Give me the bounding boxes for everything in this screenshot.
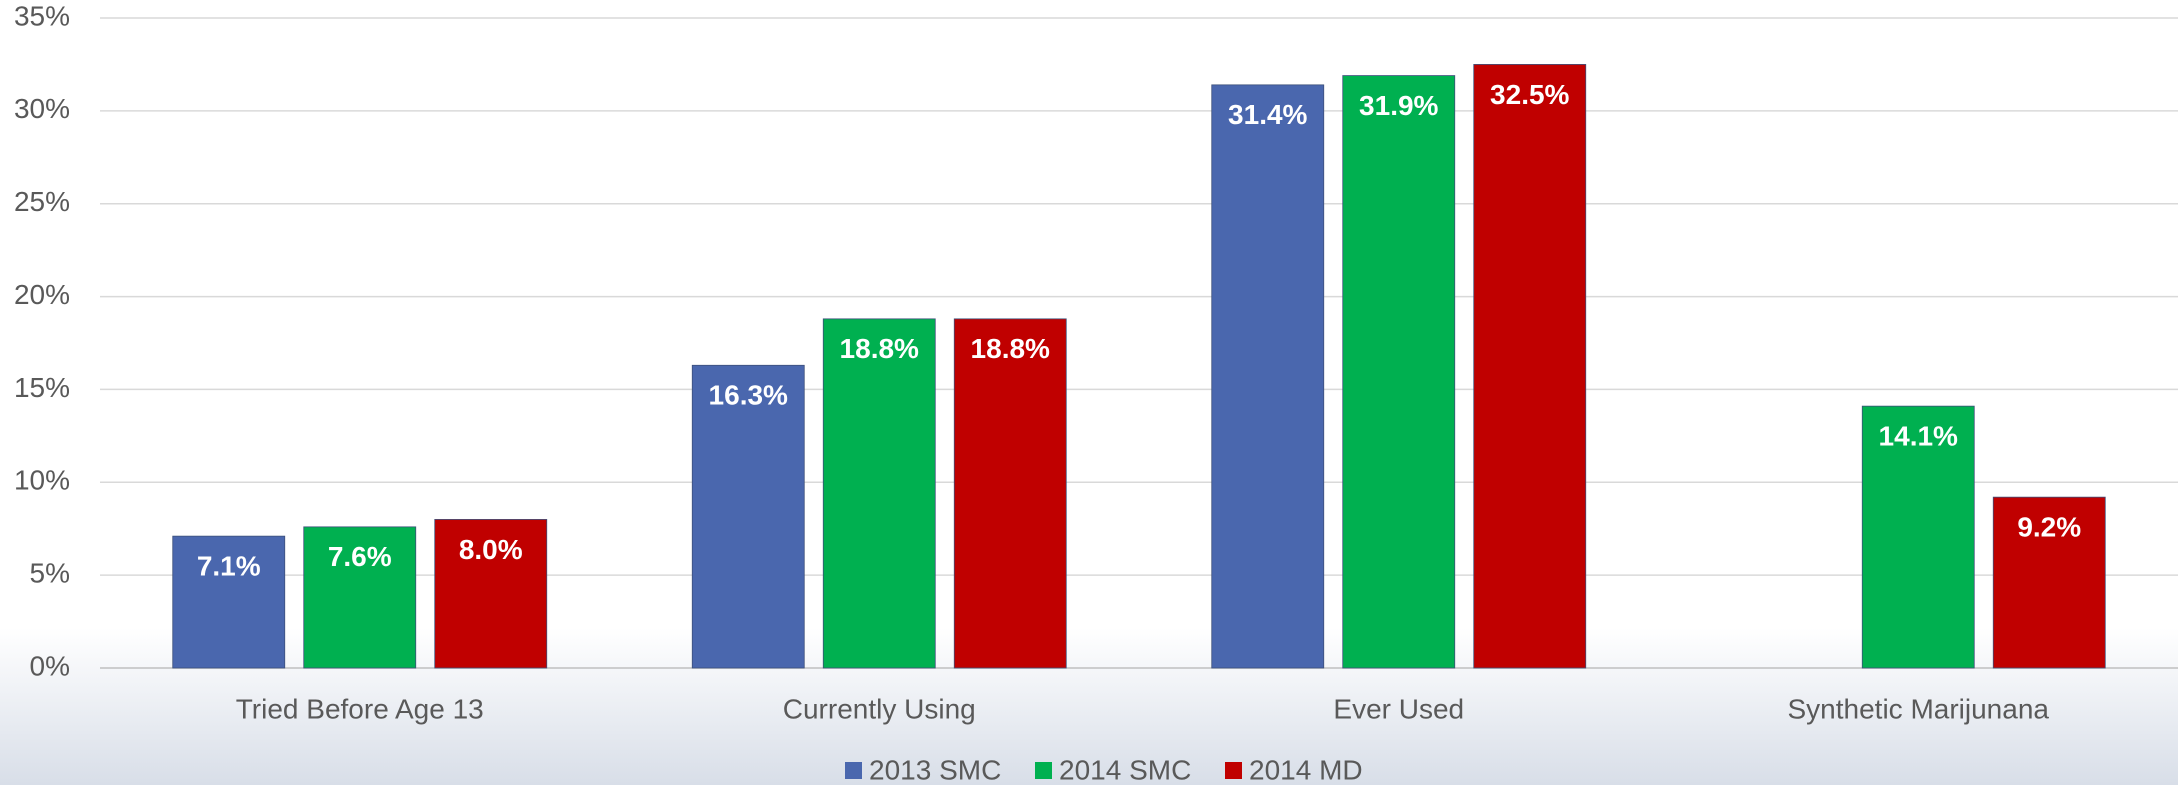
- data-label: 7.6%: [328, 541, 392, 572]
- data-label: 7.1%: [197, 551, 261, 582]
- legend-label: 2014 SMC: [1059, 754, 1191, 785]
- bar: [303, 526, 417, 669]
- data-label: 9.2%: [2017, 512, 2081, 543]
- y-tick-label: 5%: [30, 558, 70, 589]
- bar: [1342, 75, 1456, 669]
- bar: [1992, 496, 2106, 669]
- data-label: 32.5%: [1490, 79, 1569, 110]
- y-tick-label: 10%: [14, 465, 70, 496]
- bar: [691, 364, 805, 669]
- y-tick-label: 0%: [30, 650, 70, 681]
- legend-label: 2013 SMC: [869, 754, 1001, 785]
- y-tick-label: 35%: [14, 0, 70, 31]
- x-tick-label: Currently Using: [783, 693, 976, 724]
- y-tick-label: 30%: [14, 93, 70, 124]
- data-label: 18.8%: [971, 333, 1050, 364]
- bar: [1473, 64, 1587, 669]
- data-label: 31.4%: [1228, 99, 1307, 130]
- bar: [172, 535, 286, 669]
- legend-swatch: [1035, 762, 1052, 779]
- y-tick-label: 20%: [14, 279, 70, 310]
- legend-label: 2014 MD: [1249, 754, 1363, 785]
- legend-swatch: [845, 762, 862, 779]
- legend-swatch: [1225, 762, 1242, 779]
- data-label: 14.1%: [1879, 421, 1958, 452]
- bar: [822, 318, 936, 669]
- x-tick-label: Tried Before Age 13: [236, 693, 484, 724]
- bar: [953, 318, 1067, 669]
- x-tick-label: Ever Used: [1333, 693, 1464, 724]
- data-label: 31.9%: [1359, 90, 1438, 121]
- bar: [1211, 84, 1325, 669]
- data-label: 16.3%: [709, 380, 788, 411]
- y-tick-label: 15%: [14, 372, 70, 403]
- y-tick-label: 25%: [14, 186, 70, 217]
- data-label: 8.0%: [459, 534, 523, 565]
- bar: [434, 519, 548, 669]
- bar: [1861, 405, 1975, 669]
- x-tick-label: Synthetic Marijunana: [1788, 693, 2050, 724]
- data-label: 18.8%: [840, 333, 919, 364]
